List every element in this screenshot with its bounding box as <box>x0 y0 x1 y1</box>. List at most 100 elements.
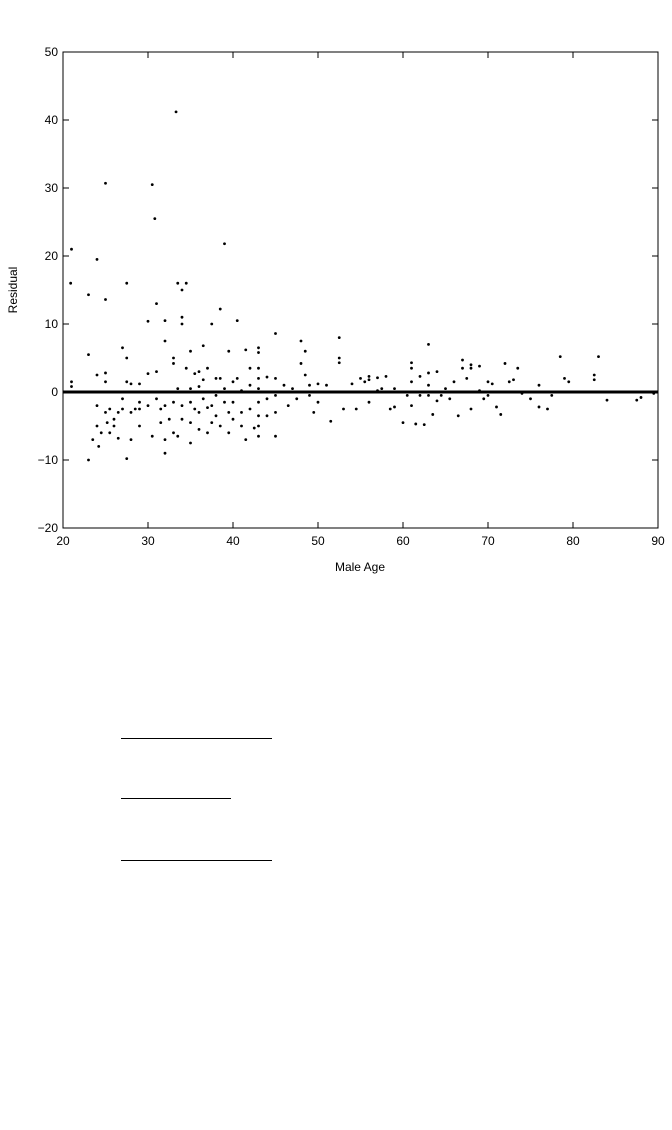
data-point <box>401 421 405 424</box>
data-point <box>303 349 307 353</box>
data-point <box>257 400 260 404</box>
data-point <box>235 319 239 322</box>
data-point <box>427 383 430 387</box>
data-point <box>291 387 294 390</box>
data-point <box>184 366 188 370</box>
data-point <box>308 394 311 397</box>
data-point <box>244 348 248 352</box>
data-point <box>427 394 430 397</box>
data-point <box>104 411 107 414</box>
data-point <box>427 343 430 346</box>
data-point <box>87 458 90 462</box>
data-point <box>418 394 422 397</box>
data-point <box>172 431 175 435</box>
data-point <box>223 242 226 246</box>
data-point <box>95 424 99 428</box>
data-point <box>180 315 184 319</box>
data-point <box>422 423 426 427</box>
data-point <box>384 374 388 378</box>
x-tick-label: 50 <box>311 534 325 548</box>
x-tick-label: 70 <box>481 534 495 548</box>
data-point <box>197 385 201 388</box>
data-point <box>214 414 218 418</box>
data-point <box>405 394 409 397</box>
data-point <box>452 380 456 384</box>
x-tick-label: 80 <box>566 534 580 548</box>
data-point <box>456 414 460 418</box>
plot-area-frame <box>62 51 659 529</box>
data-point <box>439 394 443 397</box>
data-point <box>605 398 609 402</box>
data-point <box>172 356 175 360</box>
data-point <box>516 366 520 370</box>
data-point <box>435 399 439 403</box>
y-tick-label: 20 <box>45 249 59 263</box>
data-point <box>108 407 112 411</box>
data-point <box>529 397 532 401</box>
data-point <box>567 380 571 384</box>
data-point <box>193 372 197 376</box>
data-point <box>435 370 439 373</box>
data-point <box>197 411 201 414</box>
y-tick-labels: −20 −10 0 10 20 30 40 50 <box>38 45 59 535</box>
data-point <box>546 407 549 411</box>
data-point <box>70 247 73 251</box>
data-point <box>257 366 260 370</box>
data-point <box>184 281 188 285</box>
data-point <box>172 400 175 404</box>
data-point <box>214 394 218 397</box>
x-tick-label: 30 <box>141 534 155 548</box>
data-point <box>104 380 107 384</box>
data-point <box>410 404 413 407</box>
data-point <box>201 344 205 348</box>
x-axis-label: Male Age <box>335 560 385 574</box>
x-tick-label: 90 <box>651 534 665 548</box>
y-axis-label: Residual <box>6 267 20 314</box>
data-point <box>146 404 150 407</box>
data-point <box>388 407 392 411</box>
data-point <box>308 383 311 387</box>
data-point <box>274 377 277 380</box>
data-point <box>639 396 643 399</box>
data-point <box>87 353 90 356</box>
data-point <box>367 400 371 404</box>
data-point <box>176 387 180 390</box>
data-point <box>227 349 231 353</box>
data-point <box>138 424 141 428</box>
data-point <box>150 183 154 187</box>
data-point <box>218 307 222 311</box>
scatter-chart: 20 30 40 50 60 70 80 90 −20 −10 0 10 20 30 40 50 Male … <box>6 45 665 574</box>
data-point <box>129 438 133 441</box>
data-point <box>286 404 290 407</box>
data-point <box>180 322 184 326</box>
data-point <box>240 424 243 428</box>
data-point <box>592 373 596 377</box>
data-point <box>125 457 129 461</box>
data-point <box>367 378 371 382</box>
data-point <box>503 362 507 365</box>
y-tick-label: 30 <box>45 181 59 195</box>
data-point <box>163 438 167 441</box>
data-point <box>167 417 171 421</box>
data-point <box>97 445 101 448</box>
data-point <box>153 217 157 221</box>
data-point <box>231 417 235 421</box>
data-point <box>227 431 231 435</box>
data-point <box>197 370 201 373</box>
data-point <box>418 374 422 378</box>
data-point <box>329 419 333 423</box>
data-point <box>116 411 120 414</box>
data-point <box>410 380 413 384</box>
data-point <box>206 366 209 370</box>
y-tick-label: 0 <box>51 385 58 399</box>
data-point <box>512 378 515 382</box>
data-point <box>635 398 639 402</box>
data-point <box>257 434 260 438</box>
data-point <box>176 281 180 285</box>
data-point <box>537 405 541 409</box>
data-point <box>312 411 316 414</box>
data-point <box>359 377 362 380</box>
data-point <box>342 407 345 411</box>
data-point <box>163 319 167 322</box>
data-point <box>363 380 367 384</box>
